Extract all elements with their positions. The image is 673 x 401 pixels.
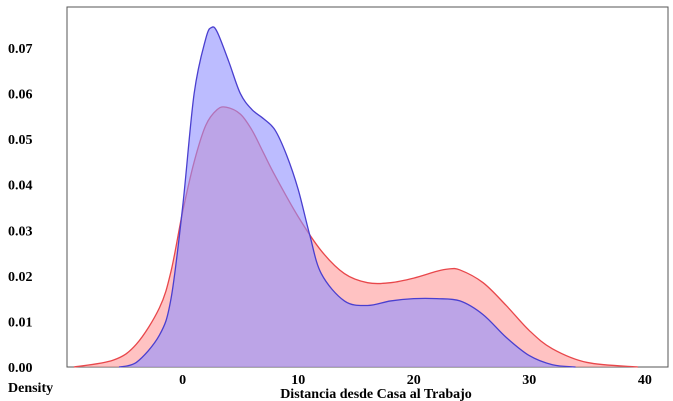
x-tick-labels: 0 10 20 30 40 xyxy=(179,373,652,388)
y-tick-label: 0.04 xyxy=(8,179,33,194)
y-tick-label: 0.07 xyxy=(8,42,33,57)
y-tick-label: 0.02 xyxy=(8,270,33,285)
x-tick-label: 30 xyxy=(522,373,536,388)
y-tick-label: 0.05 xyxy=(8,133,33,148)
x-tick-label: 10 xyxy=(291,373,305,388)
y-tick-label: 0.06 xyxy=(8,88,33,103)
x-axis-label: Distancia desde Casa al Trabajo xyxy=(280,387,472,401)
x-tick-label: 40 xyxy=(638,373,652,388)
y-tick-label: 0.01 xyxy=(8,315,33,330)
y-tick-labels: 0.00 0.01 0.02 0.03 0.04 0.05 0.06 0.07 xyxy=(8,42,33,376)
y-axis-label: Density xyxy=(8,381,53,396)
x-tick-label: 0 xyxy=(179,373,186,388)
x-tick-label: 20 xyxy=(407,373,421,388)
series-layer xyxy=(73,26,639,368)
y-tick-label: 0.03 xyxy=(8,224,33,239)
density-line-2 xyxy=(118,26,576,368)
density-area-2 xyxy=(119,26,576,368)
y-tick-label: 0.00 xyxy=(8,361,33,376)
